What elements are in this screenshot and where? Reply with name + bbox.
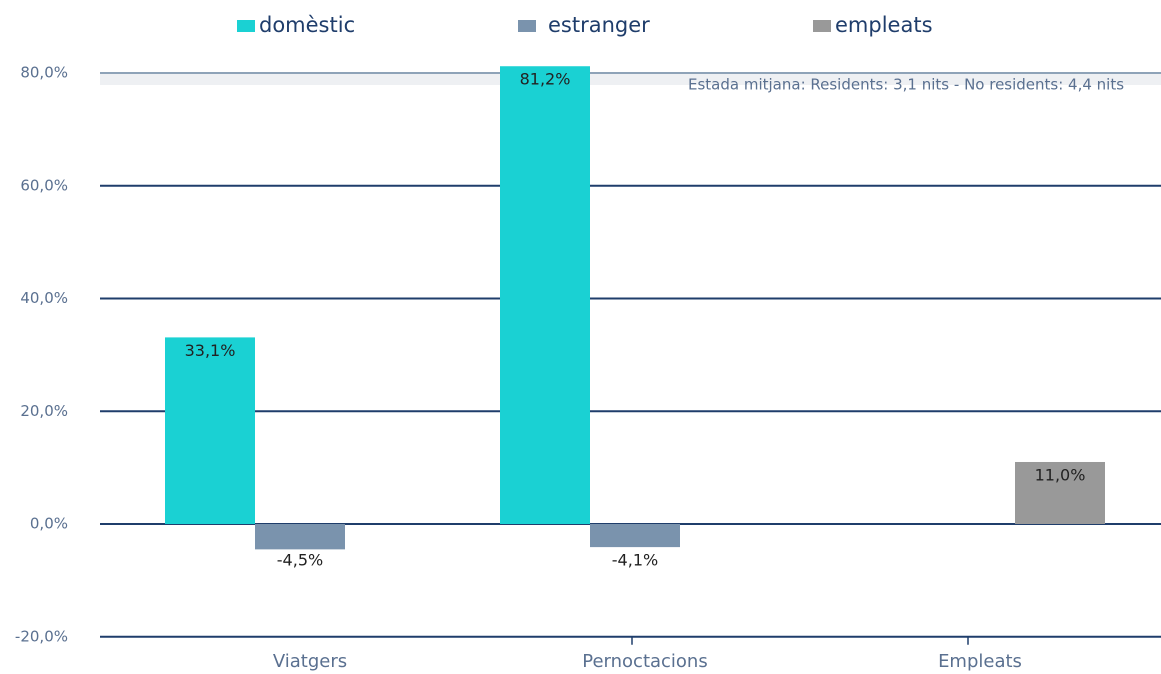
y-tick-label: 20,0% [20, 402, 68, 420]
annotation: Estada mitjana: Residents: 3,1 nits - No… [688, 76, 1124, 94]
x-tick-label: Viatgers [273, 651, 347, 672]
legend-label: empleats [835, 13, 933, 37]
y-tick-label: -20,0% [15, 627, 68, 645]
bar [500, 66, 590, 525]
legend-swatch [237, 20, 255, 32]
bar [1015, 461, 1105, 524]
bar [165, 337, 255, 524]
bar [255, 524, 345, 550]
data-label: -4,1% [612, 551, 658, 570]
y-tick-label: 80,0% [20, 64, 68, 82]
y-tick-label: 60,0% [20, 176, 68, 194]
legend-label: domèstic [259, 13, 355, 37]
legend-swatch [813, 20, 831, 32]
y-tick-label: 40,0% [20, 289, 68, 307]
annotation-band [100, 73, 1161, 85]
x-tick-label: Empleats [938, 651, 1022, 672]
x-tick-label: Pernoctacions [582, 651, 707, 672]
data-label: 81,2% [520, 70, 571, 89]
y-tick-label: 0,0% [30, 515, 68, 533]
data-label: 11,0% [1035, 465, 1086, 484]
legend-label: estranger [548, 13, 650, 37]
legend-swatch [518, 20, 536, 32]
data-label: 33,1% [185, 341, 236, 360]
bar [590, 524, 680, 548]
data-label: -4,5% [277, 551, 323, 570]
